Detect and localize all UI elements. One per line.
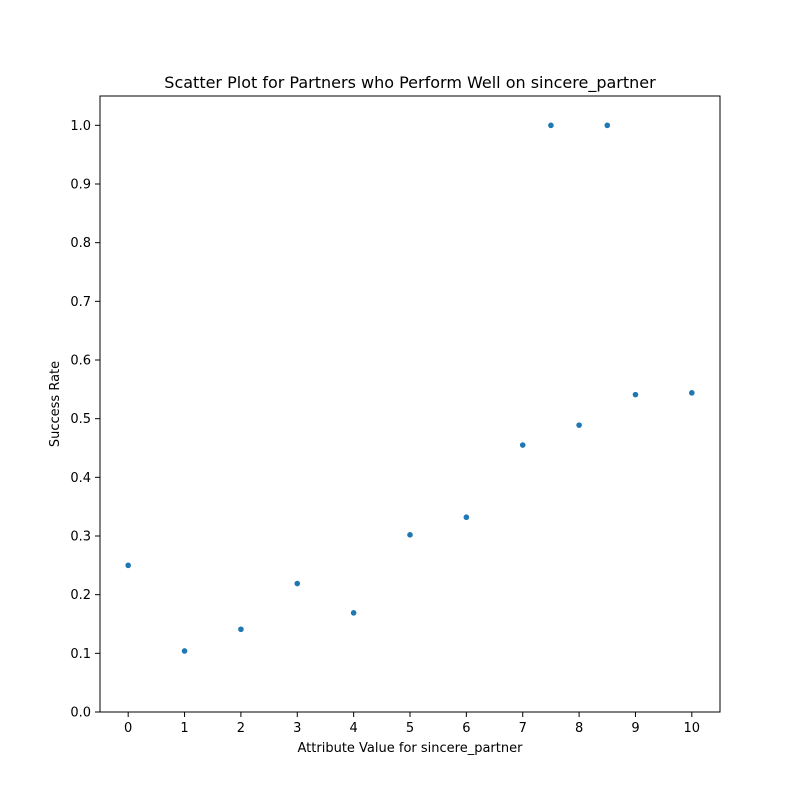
y-tick-label: 0.1	[70, 647, 91, 662]
x-tick-label: 5	[406, 721, 414, 736]
data-point	[407, 532, 413, 538]
x-tick-label: 9	[631, 721, 639, 736]
y-axis-label: Success Rate	[48, 361, 63, 447]
x-tick-label: 0	[124, 721, 132, 736]
x-tick-label: 7	[519, 721, 527, 736]
x-tick-label: 2	[237, 721, 245, 736]
data-point	[181, 648, 188, 654]
data-point	[350, 610, 357, 616]
y-tick-label: 0.8	[70, 236, 91, 251]
data-point	[294, 580, 301, 587]
plot-frame	[99, 95, 721, 713]
y-tick-label: 0.2	[70, 588, 91, 603]
y-tick-label: 0.9	[70, 178, 91, 193]
data-point	[548, 122, 554, 129]
x-tick-label: 6	[462, 721, 470, 736]
data-point	[238, 626, 244, 633]
data-point	[632, 391, 639, 398]
data-point	[604, 122, 611, 129]
x-tick-label: 4	[349, 721, 357, 736]
x-tick-label: 1	[180, 721, 188, 736]
data-point	[689, 390, 695, 396]
y-tick-label: 1.0	[70, 119, 91, 134]
x-tick-label: 10	[684, 721, 701, 736]
y-tick-label: 0.3	[70, 530, 91, 545]
x-tick-label: 8	[575, 721, 583, 736]
chart-title: Scatter Plot for Partners who Perform We…	[164, 73, 656, 93]
y-tick-label: 0.0	[70, 706, 91, 721]
x-tick-label: 3	[293, 721, 301, 736]
y-tick-label: 0.6	[70, 354, 91, 369]
data-point	[519, 442, 526, 448]
y-tick-label: 0.5	[70, 412, 91, 427]
plot-area: 0 1 2 3 4 5 6 7 8 9 10 0.0 0.1 0.2 0.3 0.4 0.5 0.6 0.7 0.8 0…	[70, 95, 721, 736]
data-point	[463, 514, 470, 521]
data-point	[125, 562, 131, 569]
x-axis-label: Attribute Value for sincere_partner	[298, 741, 524, 756]
y-tick-label: 0.7	[70, 295, 91, 310]
data-point	[576, 422, 582, 428]
y-tick-label: 0.4	[70, 471, 91, 486]
